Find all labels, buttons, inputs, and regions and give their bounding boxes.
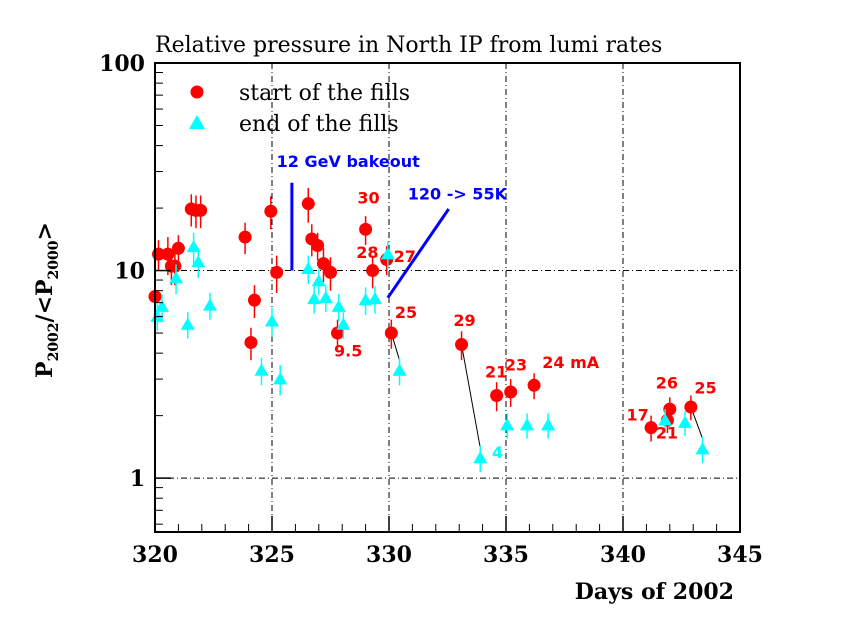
x-tick-label-335: 335 <box>483 542 529 568</box>
end-fill-point <box>273 372 288 385</box>
end-fill-point <box>311 274 326 287</box>
start-fill-point <box>311 239 325 253</box>
start-fill-point <box>301 197 315 211</box>
end-fill-point <box>380 247 395 260</box>
start-fill-point <box>684 400 698 414</box>
end-fill-point <box>331 299 346 312</box>
end-fill-point <box>367 291 382 305</box>
start-fill-point <box>359 222 373 236</box>
start-fill-point <box>384 326 398 340</box>
legend-label-1: end of the fills <box>239 112 399 137</box>
connector-line-1 <box>461 344 481 448</box>
annotation-4: 27 <box>394 247 416 266</box>
end-fill-point <box>336 317 351 330</box>
annotation-5: 25 <box>395 303 417 322</box>
legend-triangle-marker <box>189 115 205 129</box>
annotation-3: 28 <box>356 243 378 262</box>
start-fill-point <box>316 257 330 271</box>
start-fill-point <box>264 204 278 218</box>
annotation-15: 25 <box>694 379 716 398</box>
chart-title: Relative pressure in North IP from lumi … <box>155 33 662 58</box>
end-fill-point <box>695 442 710 455</box>
annotation-1: 120 -> 55K <box>408 184 508 203</box>
end-fill-point <box>265 314 279 327</box>
x-tick-label-325: 325 <box>249 542 295 568</box>
legend-circle-marker <box>190 85 204 99</box>
end-fill-point <box>678 415 693 428</box>
plot-area-border <box>154 62 741 533</box>
annotation-8: 21 <box>485 363 507 382</box>
data-points <box>148 187 710 473</box>
temperature-marker-line <box>386 208 450 299</box>
end-fill-point <box>150 309 165 322</box>
legend-label-0: start of the fills <box>239 81 410 106</box>
end-fill-point <box>155 299 170 312</box>
y-tick-label-100: 100 <box>99 51 145 77</box>
start-fill-point <box>644 421 658 435</box>
x-tick-label-330: 330 <box>366 542 412 568</box>
end-fill-point <box>169 271 184 284</box>
y-axis-label: P2002/<P2000> <box>32 222 62 378</box>
end-fill-point <box>202 298 217 311</box>
y-label-mid: /<P <box>32 279 58 322</box>
start-fill-point <box>194 203 208 217</box>
y-label-sub1: 2002 <box>46 322 62 361</box>
end-fill-point <box>186 239 201 253</box>
series-end-of-fills <box>150 232 710 473</box>
end-fill-point <box>254 363 269 376</box>
grid <box>155 63 740 532</box>
start-fill-point <box>455 338 469 352</box>
end-fill-point <box>658 413 673 426</box>
annotation-6: 9.5 <box>334 342 362 361</box>
start-fill-point <box>171 241 185 255</box>
start-fill-point <box>238 230 252 244</box>
annotation-11: 4 <box>492 443 503 462</box>
end-fill-point <box>191 254 206 268</box>
start-fill-point <box>324 265 337 279</box>
y-label-base: P <box>32 361 58 378</box>
annotation-2: 30 <box>357 189 379 208</box>
y-tick-label-10: 10 <box>114 259 145 285</box>
annotation-12: 17 <box>627 405 649 424</box>
start-fill-point <box>244 336 258 350</box>
end-fill-point <box>473 450 488 464</box>
start-fill-point <box>270 265 284 279</box>
annotation-10: 24 mA <box>542 353 600 372</box>
annotation-0: 12 GeV bakeout <box>277 152 420 171</box>
y-label-sub2: 2000 <box>46 240 62 279</box>
start-fill-point <box>527 378 541 392</box>
start-fill-point <box>490 389 504 403</box>
start-fill-point <box>366 264 380 278</box>
end-fill-point <box>180 317 195 330</box>
start-fill-point <box>663 402 677 416</box>
legend: start of the fills end of the fills <box>189 81 410 137</box>
axis-ticks: 320 325 330 335 340 345 1 10 100 <box>99 51 763 568</box>
annotation-9: 23 <box>505 355 527 374</box>
annotation-14: 21 <box>656 424 678 443</box>
start-fill-point <box>247 293 261 307</box>
series-start-of-fills <box>148 187 698 442</box>
x-tick-label-320: 320 <box>132 542 178 568</box>
x-tick-label-345: 345 <box>717 542 763 568</box>
end-fill-point <box>301 261 316 275</box>
start-fill-point <box>504 385 518 399</box>
start-fill-point <box>331 326 345 340</box>
end-fill-point <box>318 290 333 303</box>
end-fill-point <box>392 363 407 376</box>
y-tick-label-1: 1 <box>130 466 145 492</box>
x-tick-label-340: 340 <box>600 542 646 568</box>
x-axis-label: Days of 2002 <box>575 579 734 605</box>
end-fill-point <box>541 418 556 431</box>
annotation-7: 29 <box>453 311 475 330</box>
end-fill-point <box>520 418 535 431</box>
plot-frame <box>154 62 741 533</box>
y-label-end: > <box>32 222 58 240</box>
end-fill-point <box>500 418 515 431</box>
end-fill-point <box>307 291 322 305</box>
annotation-13: 26 <box>656 374 678 393</box>
